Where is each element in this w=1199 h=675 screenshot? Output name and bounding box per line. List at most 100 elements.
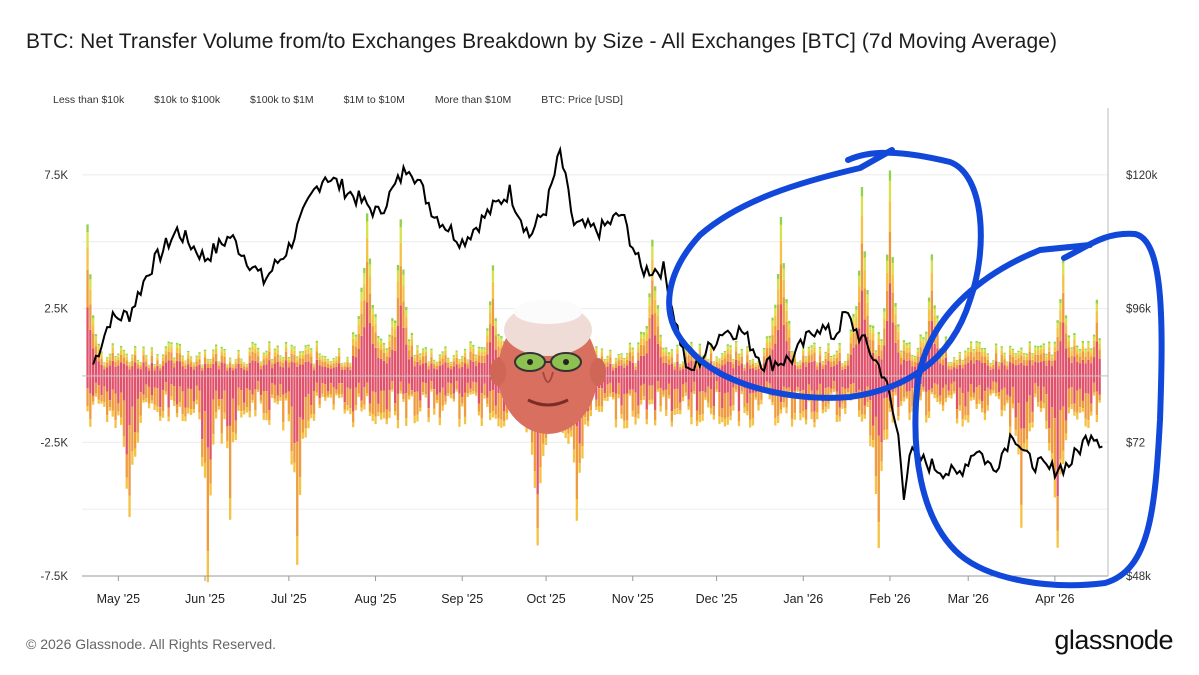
bar-segment [1009, 362, 1012, 376]
bar-segment [832, 360, 836, 367]
bar-segment [170, 352, 173, 361]
bar-segment [997, 362, 1001, 365]
bar-segment [206, 447, 209, 552]
bar-segment [223, 350, 226, 353]
bar-segment [908, 375, 911, 391]
legend-item-1m-10m[interactable]: $1M to $10M [343, 94, 405, 106]
bar-segment [117, 356, 120, 361]
bar-segment [396, 375, 400, 394]
bar-segment [354, 375, 358, 388]
bar-segment [413, 358, 416, 362]
bar-segment [846, 356, 850, 361]
bar-segment [150, 347, 153, 349]
bar-segment [779, 304, 783, 376]
bar-segment [967, 363, 970, 376]
bar-segment [950, 365, 953, 370]
bar-segment [374, 416, 377, 425]
bar-segment [131, 406, 134, 452]
bar-segment [796, 369, 799, 376]
bar-segment [500, 342, 503, 348]
legend-item-gt10m[interactable]: More than $10M [434, 94, 512, 106]
bar-segment [799, 413, 802, 421]
bar-segment [941, 353, 945, 356]
bar-segment [298, 354, 302, 359]
bar-segment [997, 362, 1001, 363]
legend-item-lt10k[interactable]: Less than $10k [53, 94, 125, 106]
bar-segment [670, 353, 673, 358]
bar-segment [349, 408, 352, 415]
bar-segment [925, 415, 928, 423]
bar-segment [1090, 403, 1093, 412]
bar-segment [665, 348, 668, 352]
bar-segment [902, 342, 906, 346]
bar-segment [1053, 375, 1056, 419]
bar-segment [290, 375, 293, 407]
bar-segment [380, 340, 383, 345]
bar-segment [1011, 375, 1015, 387]
bar-segment [830, 388, 833, 393]
bar-segment [257, 363, 260, 376]
bar-segment [679, 364, 682, 366]
y-axis-left: 7.5K2.5K-2.5K-7.5K [41, 170, 69, 583]
bar-segment [891, 257, 894, 263]
bar-segment [908, 360, 911, 376]
legend-item-100k-1m[interactable]: $100k to $1M [250, 94, 314, 106]
bar-segment [640, 338, 643, 345]
bar-segment [324, 359, 327, 362]
bar-segment [103, 364, 106, 367]
bar-segment [475, 366, 478, 376]
bar-segment [1017, 358, 1020, 365]
bar-segment [539, 413, 542, 467]
y-tick-left: 7.5K [44, 170, 68, 182]
bar-segment [223, 349, 226, 351]
bar-segment [981, 375, 984, 402]
bar-segment [673, 363, 676, 365]
bar-segment [721, 354, 724, 357]
bar-segment [1039, 350, 1043, 355]
bar-segment [405, 418, 408, 426]
bar-segment [366, 302, 369, 376]
bar-segment [721, 353, 724, 355]
bar-segment [229, 357, 232, 359]
bar-segment [346, 356, 349, 358]
bar-segment [245, 375, 249, 389]
bar-segment [416, 375, 419, 392]
bar-segment [922, 386, 925, 391]
bar-segment [838, 375, 841, 408]
bar-segment [1028, 395, 1031, 423]
bar-segment [215, 390, 218, 412]
bar-segment [153, 404, 156, 411]
bar-segment [94, 334, 98, 337]
bar-segment [799, 368, 802, 376]
bar-segment [1084, 348, 1087, 350]
bar-segment [614, 367, 618, 376]
bar-segment [156, 388, 159, 407]
bar-segment [410, 394, 413, 397]
legend-item-price[interactable]: BTC: Price [USD] [541, 94, 623, 106]
bar-segment [494, 375, 497, 406]
bar-segment [983, 363, 987, 376]
bar-segment [743, 367, 746, 371]
bar-segment [1078, 356, 1082, 364]
bar-segment [846, 354, 850, 357]
bar-segment [402, 394, 405, 400]
bar-segment [844, 361, 847, 362]
bar-segment [964, 375, 967, 407]
bar-segment [869, 324, 872, 328]
bar-segment [396, 420, 400, 429]
bar-segment [461, 375, 464, 398]
bar-segment [939, 363, 942, 376]
bar-segment [774, 418, 777, 426]
bar-segment [346, 405, 349, 411]
bar-segment [897, 352, 900, 376]
bar-segment [832, 389, 836, 392]
legend-item-10k-100k[interactable]: $10k to $100k [154, 94, 221, 106]
bar-segment [997, 369, 1001, 376]
bar-segment [321, 355, 324, 357]
bar-segment [304, 428, 307, 438]
bar-segment [159, 375, 162, 408]
bar-segment [1064, 420, 1068, 434]
bar-segment [321, 383, 324, 394]
glassnode-logo[interactable]: glassnode [1054, 625, 1173, 655]
bar-segment [874, 351, 878, 355]
